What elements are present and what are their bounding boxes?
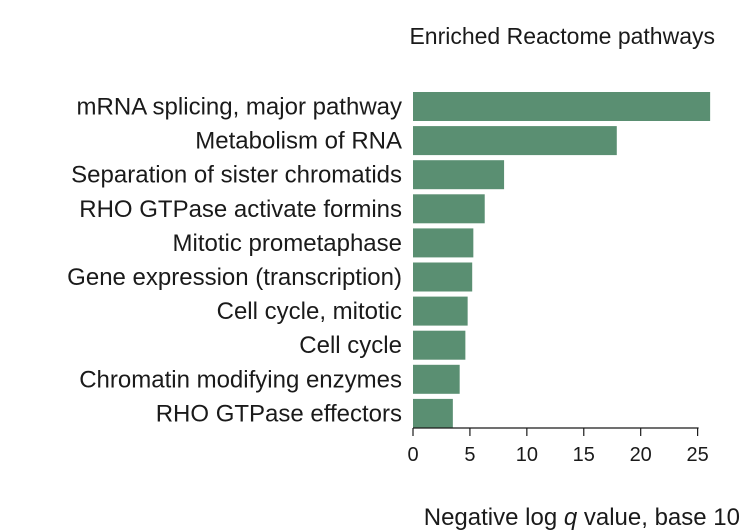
bar-0 [413, 92, 711, 121]
category-label-4: Mitotic prometaphase [173, 230, 402, 257]
bar-5 [413, 262, 473, 292]
x-tick-label-2: 10 [516, 444, 538, 466]
x-axis-label-q: q [564, 504, 578, 531]
bar-4 [413, 228, 474, 258]
category-label-0: mRNA splicing, major pathway [77, 94, 402, 121]
bars-group [413, 92, 711, 428]
chart-title: Enriched Reactome pathways [409, 23, 715, 49]
bar-1 [413, 126, 617, 156]
category-label-9: RHO GTPase effectors [156, 400, 402, 427]
x-tick-label-3: 15 [573, 444, 595, 466]
x-axis-label-prefix: Negative log [424, 504, 564, 531]
bar-9 [413, 398, 453, 428]
bar-3 [413, 194, 485, 224]
x-axis-label: Negative log q value, base 10 [424, 504, 740, 531]
bar-7 [413, 330, 466, 360]
x-axis-label-suffix: value, base 10 [577, 504, 740, 531]
bar-2 [413, 160, 505, 190]
category-label-3: RHO GTPase activate formins [79, 196, 402, 223]
x-tick-label-1: 5 [464, 444, 475, 466]
x-axis: 0 5 10 15 20 25 [407, 427, 709, 466]
category-labels: mRNA splicing, major pathway Metabolism o… [67, 94, 402, 428]
x-tick-label-5: 25 [686, 444, 708, 466]
bar-8 [413, 364, 460, 394]
x-tick-label-4: 20 [630, 444, 652, 466]
category-label-2: Separation of sister chromatids [71, 162, 402, 189]
bar-6 [413, 296, 468, 326]
category-label-7: Cell cycle [299, 332, 402, 359]
category-label-6: Cell cycle, mitotic [217, 298, 402, 325]
category-label-5: Gene expression (transcription) [67, 264, 402, 291]
category-label-1: Metabolism of RNA [195, 128, 402, 155]
category-label-8: Chromatin modifying enzymes [79, 366, 402, 393]
x-tick-label-0: 0 [407, 444, 418, 466]
